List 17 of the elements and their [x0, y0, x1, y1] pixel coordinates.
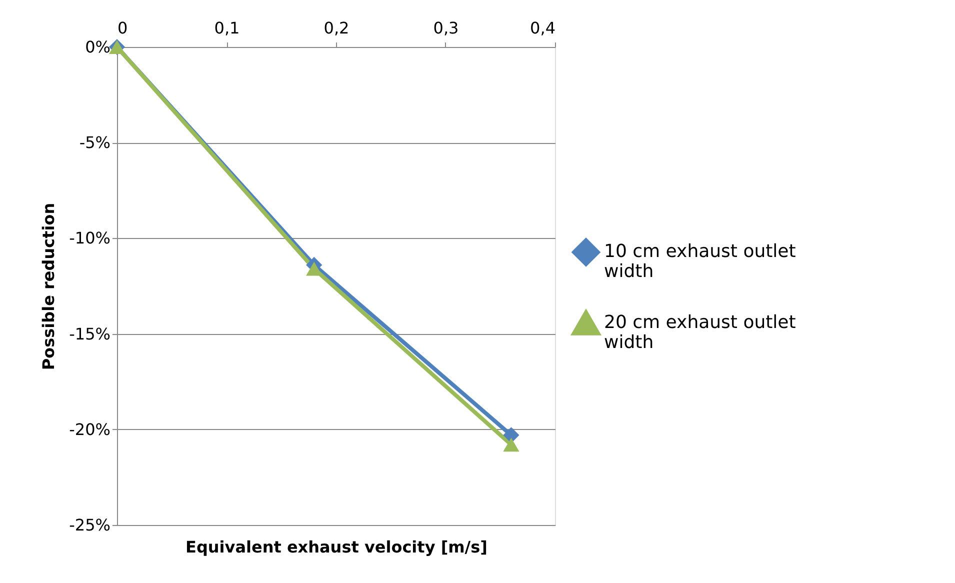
y-tick-label: -20%: [69, 420, 110, 439]
y-tick-label: -15%: [69, 324, 110, 344]
y-tick-label: 0%: [85, 38, 110, 56]
legend-label: 10 cm exhaust outlet width: [604, 241, 796, 282]
x-tick-label: 0: [118, 18, 128, 38]
legend-label: 20 cm exhaust outlet width: [604, 312, 796, 354]
point: [503, 427, 520, 444]
y-axis-title: Possible reduction: [39, 202, 58, 370]
y-tick-label: -5%: [79, 133, 110, 152]
point: [503, 438, 520, 452]
y-tick-label: -10%: [69, 228, 110, 248]
x-tick-label: 0,3: [433, 18, 459, 38]
y-tick-label: -25%: [69, 516, 110, 534]
x-tick-label: 0,2: [324, 18, 350, 38]
x-tick-label: 0,1: [214, 18, 240, 38]
x-tick-label: 0,4: [530, 18, 556, 38]
x-axis-title: Equivalent exhaust velocity [m/s]: [186, 538, 488, 556]
